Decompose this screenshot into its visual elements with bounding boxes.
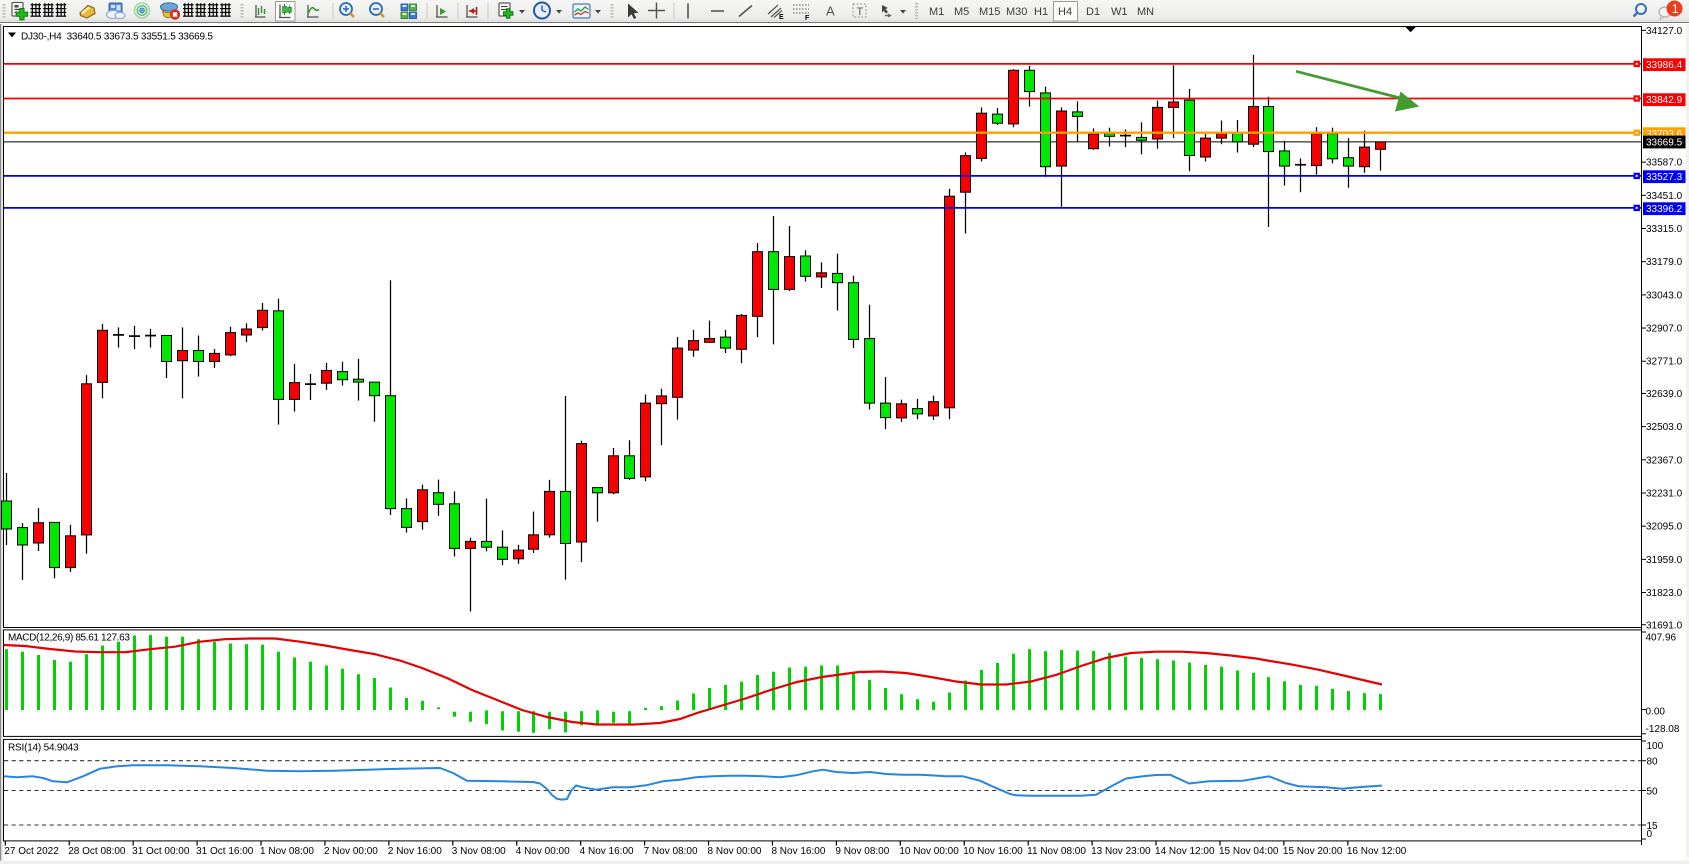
svg-text:8 Nov 00:00: 8 Nov 00:00 xyxy=(708,846,762,857)
svg-text:T: T xyxy=(857,6,864,18)
svg-text:3 Nov 08:00: 3 Nov 08:00 xyxy=(452,846,506,857)
svg-text:15 Nov 20:00: 15 Nov 20:00 xyxy=(1283,846,1343,857)
svg-text:31691.0: 31691.0 xyxy=(1646,620,1683,631)
svg-text:16 Nov 12:00: 16 Nov 12:00 xyxy=(1347,846,1407,857)
svg-text:33451.0: 33451.0 xyxy=(1646,191,1683,202)
svg-text:28 Oct 08:00: 28 Oct 08:00 xyxy=(68,846,126,857)
svg-text:11 Nov 08:00: 11 Nov 08:00 xyxy=(1027,846,1086,857)
svg-text:14 Nov 12:00: 14 Nov 12:00 xyxy=(1155,846,1215,857)
svg-text:31823.0: 31823.0 xyxy=(1646,588,1683,599)
svg-text:MACD(12,26,9) 85.61 127.63: MACD(12,26,9) 85.61 127.63 xyxy=(8,632,130,643)
svg-text:34127.0: 34127.0 xyxy=(1646,26,1683,37)
svg-text:27 Oct 2022: 27 Oct 2022 xyxy=(4,846,59,857)
svg-text:9 Nov 08:00: 9 Nov 08:00 xyxy=(835,846,889,857)
svg-text:32231.0: 32231.0 xyxy=(1646,488,1683,499)
svg-text:-128.08: -128.08 xyxy=(1646,724,1680,735)
svg-text:0: 0 xyxy=(1647,829,1653,840)
svg-text:31959.0: 31959.0 xyxy=(1646,555,1683,566)
svg-text:D1: D1 xyxy=(1086,6,1100,18)
svg-text:M15: M15 xyxy=(979,6,1000,18)
svg-text:W1: W1 xyxy=(1111,6,1128,18)
svg-text:31 Oct 00:00: 31 Oct 00:00 xyxy=(132,846,190,857)
svg-text:407.96: 407.96 xyxy=(1646,632,1677,643)
svg-text:33315.0: 33315.0 xyxy=(1646,224,1683,235)
svg-text:1 Nov 08:00: 1 Nov 08:00 xyxy=(260,846,314,857)
svg-text:13 Nov 23:00: 13 Nov 23:00 xyxy=(1091,846,1151,857)
svg-text:2 Nov 16:00: 2 Nov 16:00 xyxy=(388,846,442,857)
svg-text:F: F xyxy=(805,15,810,22)
svg-text:33043.0: 33043.0 xyxy=(1646,290,1683,301)
svg-text:10 Nov 00:00: 10 Nov 00:00 xyxy=(899,846,959,857)
svg-text:M1: M1 xyxy=(929,6,944,18)
svg-text:32771.0: 32771.0 xyxy=(1646,357,1683,368)
svg-text:33527.3: 33527.3 xyxy=(1646,172,1683,183)
svg-text:M5: M5 xyxy=(954,6,969,18)
svg-text:H1: H1 xyxy=(1034,6,1048,18)
svg-text:8 Nov 16:00: 8 Nov 16:00 xyxy=(771,846,825,857)
svg-text:MN: MN xyxy=(1137,6,1154,18)
svg-text:100: 100 xyxy=(1647,741,1664,752)
svg-text:7 Nov 08:00: 7 Nov 08:00 xyxy=(644,846,698,857)
svg-text:50: 50 xyxy=(1647,787,1659,798)
svg-text:32907.0: 32907.0 xyxy=(1646,324,1683,335)
svg-text:33669.5: 33669.5 xyxy=(1646,138,1683,149)
svg-text:0.00: 0.00 xyxy=(1646,707,1666,718)
svg-text:33842.9: 33842.9 xyxy=(1646,95,1683,106)
svg-text:E: E xyxy=(779,14,784,21)
svg-text:H4: H4 xyxy=(1058,6,1072,18)
svg-text:15 Nov 04:00: 15 Nov 04:00 xyxy=(1219,846,1279,857)
svg-text:15: 15 xyxy=(1647,821,1659,832)
svg-text:4 Nov 00:00: 4 Nov 00:00 xyxy=(516,846,570,857)
svg-text:2 Nov 00:00: 2 Nov 00:00 xyxy=(324,846,378,857)
svg-text:32095.0: 32095.0 xyxy=(1646,522,1683,533)
svg-text:A: A xyxy=(826,4,835,19)
svg-text:32367.0: 32367.0 xyxy=(1646,455,1683,466)
svg-text:1: 1 xyxy=(1672,2,1679,16)
svg-text:RSI(14) 54.9043: RSI(14) 54.9043 xyxy=(8,742,79,753)
svg-text:33179.0: 33179.0 xyxy=(1646,257,1683,268)
svg-text:31 Oct 16:00: 31 Oct 16:00 xyxy=(196,846,254,857)
svg-text:33703.6: 33703.6 xyxy=(1646,129,1683,140)
svg-text:M30: M30 xyxy=(1006,6,1027,18)
svg-text:33587.0: 33587.0 xyxy=(1646,158,1683,169)
svg-text:10 Nov 16:00: 10 Nov 16:00 xyxy=(963,846,1023,857)
svg-text:80: 80 xyxy=(1647,757,1659,768)
svg-text:33396.2: 33396.2 xyxy=(1646,204,1683,215)
svg-text:4 Nov 16:00: 4 Nov 16:00 xyxy=(580,846,634,857)
svg-text:32503.0: 32503.0 xyxy=(1646,422,1683,433)
svg-text:33986.4: 33986.4 xyxy=(1646,60,1683,71)
svg-text:32639.0: 32639.0 xyxy=(1646,389,1683,400)
svg-text:DJ30-,H4 33640.5 33673.5 3355: DJ30-,H4 33640.5 33673.5 33551.5 33669.5 xyxy=(21,31,213,42)
